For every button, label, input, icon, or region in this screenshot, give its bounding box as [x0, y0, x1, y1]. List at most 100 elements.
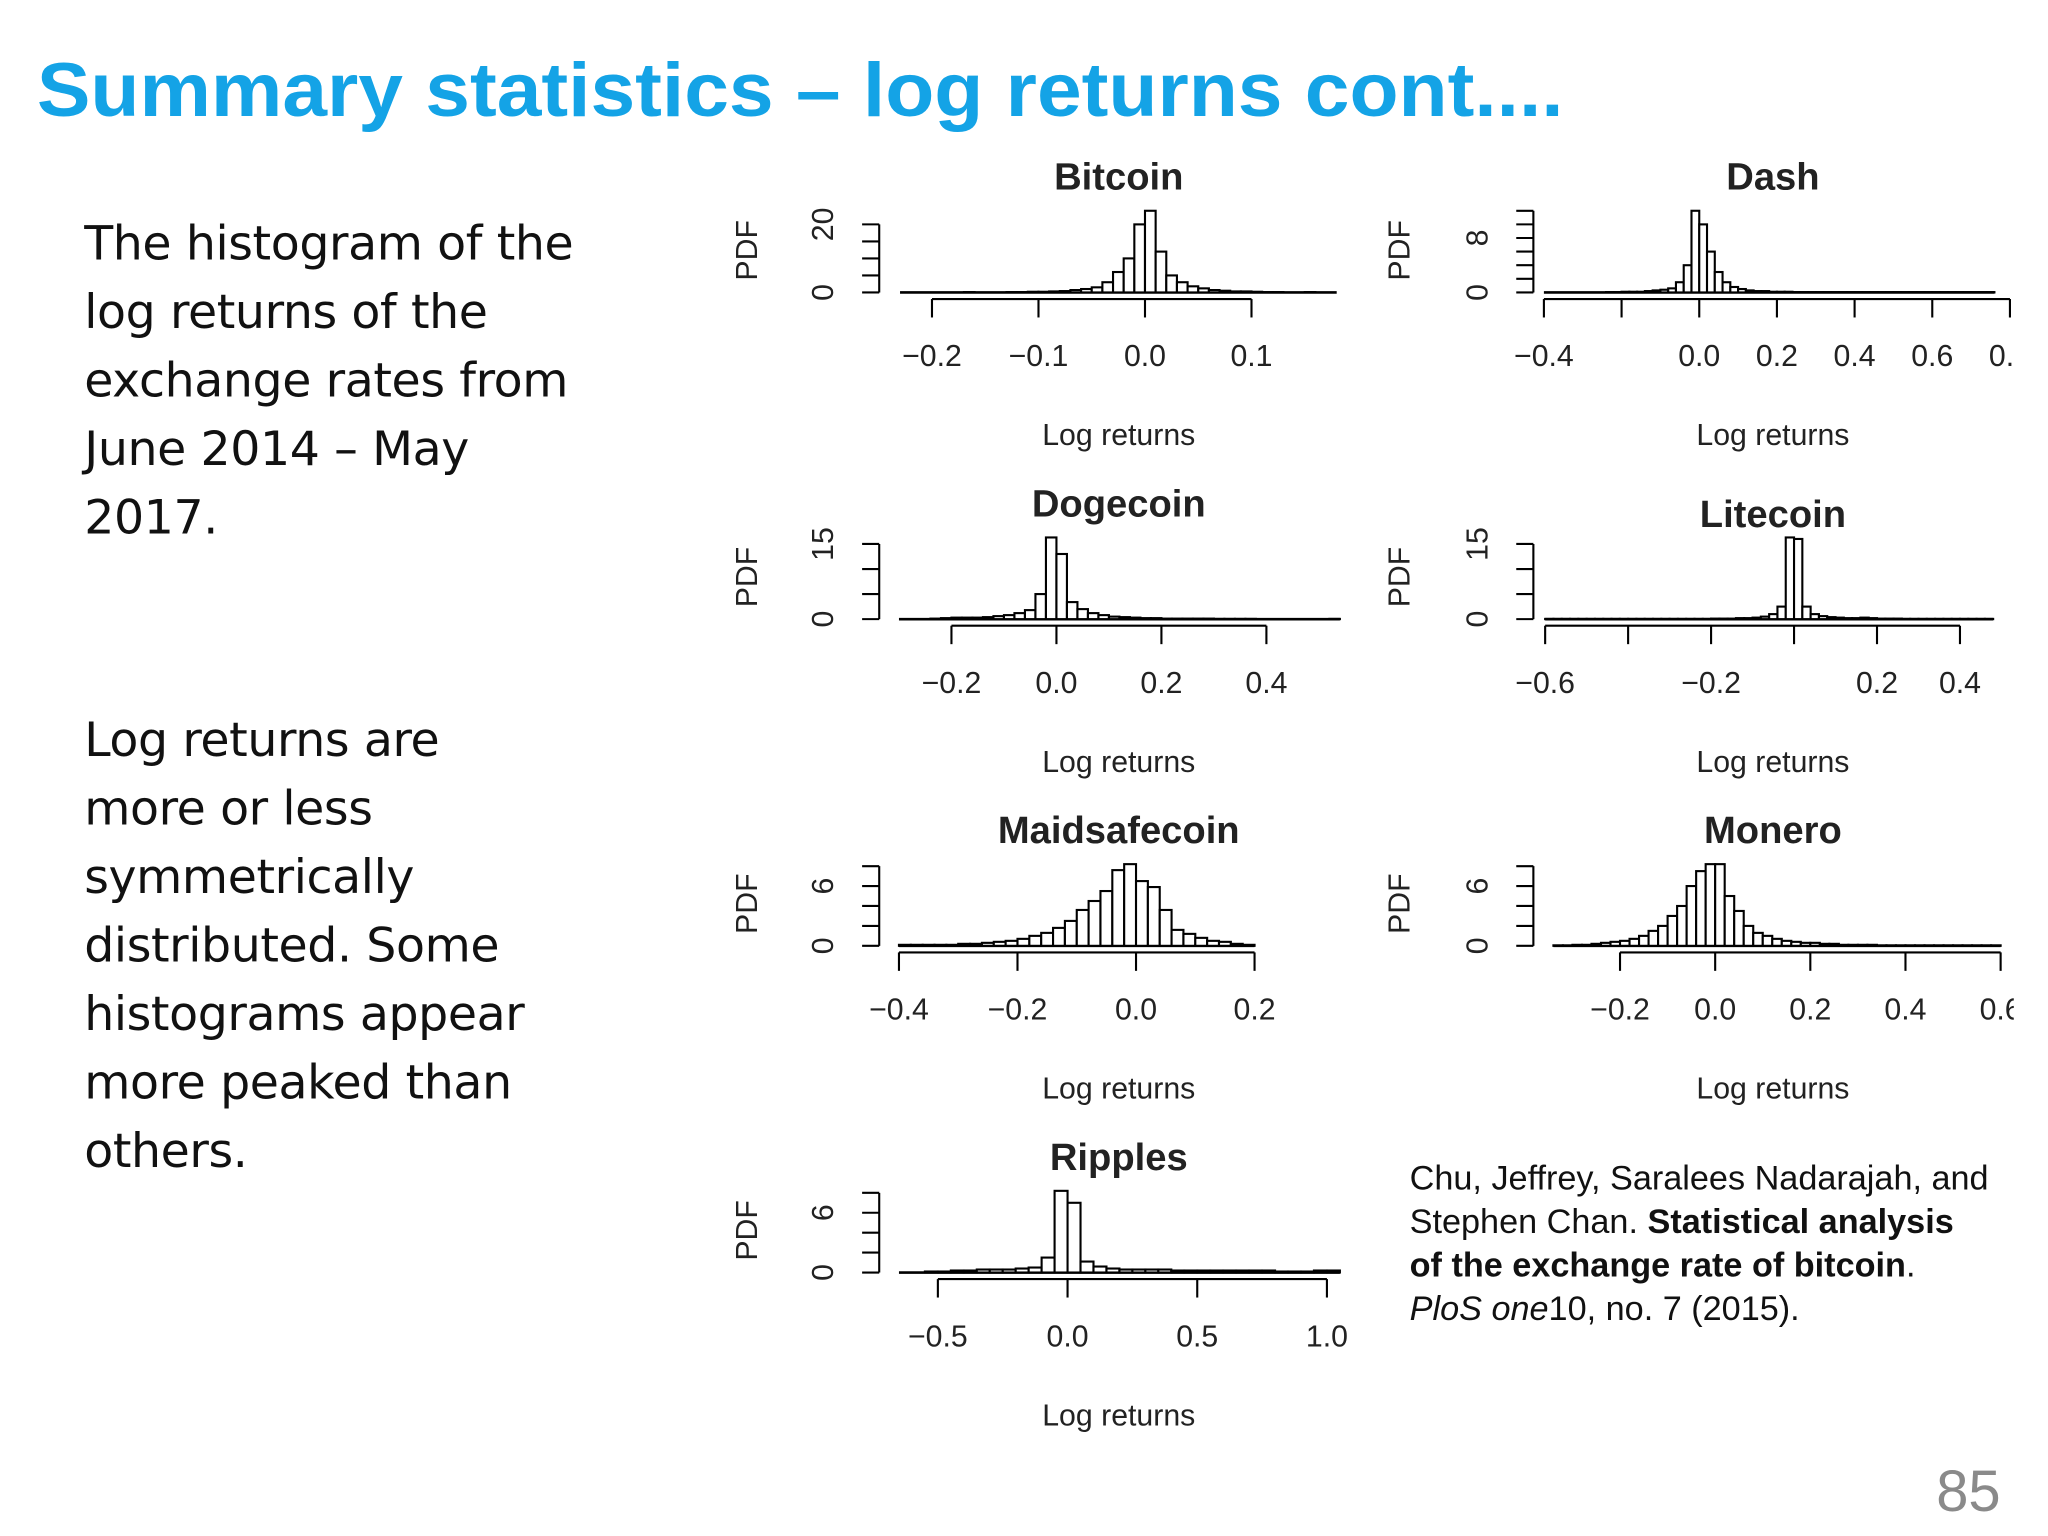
text-line: symmetrically — [84, 850, 414, 905]
y-axis-label: PDF — [731, 547, 764, 608]
bar — [1618, 939, 1631, 947]
x-tick-label: 0.0 — [1678, 340, 1720, 373]
bar — [1197, 287, 1210, 294]
text-line: log returns of the — [84, 285, 488, 340]
bar — [980, 941, 995, 947]
bar — [1761, 934, 1774, 947]
bar — [1016, 937, 1031, 947]
bar — [1723, 894, 1736, 947]
bar — [1780, 939, 1793, 947]
x-tick-label: 0.2 — [1234, 994, 1276, 1027]
bar — [1040, 931, 1055, 947]
bar — [1048, 290, 1061, 294]
bar — [1149, 617, 1163, 621]
y-axis-label: PDF — [731, 1200, 764, 1261]
bar — [1107, 615, 1121, 621]
text-line: The histogram of the — [84, 217, 574, 272]
bar — [1713, 270, 1724, 294]
bar — [1014, 1267, 1030, 1274]
bar — [1229, 290, 1242, 294]
bar — [1666, 914, 1679, 947]
bar — [1044, 536, 1058, 621]
bar — [1690, 209, 1701, 294]
bar — [1792, 537, 1804, 621]
bar — [1209, 1269, 1225, 1274]
bar — [1144, 1268, 1160, 1274]
text-line: distributed. Some — [84, 919, 500, 974]
bar — [1752, 931, 1764, 947]
x-tick-label: 0.5 — [1176, 1320, 1218, 1353]
bar — [1076, 608, 1089, 621]
bar — [1028, 934, 1043, 947]
y-tick-label: 0 — [807, 284, 840, 301]
bar — [1884, 617, 1895, 621]
bar — [1118, 1268, 1134, 1274]
bar — [1783, 290, 1794, 294]
y-tick-label: 0 — [1461, 937, 1494, 954]
bar — [1818, 942, 1831, 947]
bar — [1682, 264, 1693, 294]
bar — [1657, 924, 1669, 947]
bar — [921, 943, 936, 947]
bar — [1027, 1266, 1043, 1274]
bar — [1063, 919, 1078, 947]
bar — [1183, 1269, 1199, 1274]
bar — [1704, 863, 1717, 947]
bar — [1241, 943, 1256, 947]
bar — [1181, 617, 1194, 621]
bar — [1851, 617, 1862, 621]
bar — [975, 1268, 991, 1274]
bar — [950, 616, 964, 621]
x-tick-label: 0.0 — [1047, 1320, 1089, 1353]
y-tick-label: 0 — [1461, 284, 1494, 301]
bar — [1744, 289, 1755, 294]
bar — [1286, 1270, 1303, 1274]
bar — [949, 1269, 965, 1274]
x-tick-label: 0.2 — [1140, 667, 1182, 700]
bar — [1609, 940, 1622, 947]
bar — [1325, 1269, 1341, 1274]
x-tick-label: −0.1 — [1009, 340, 1069, 373]
bar — [1229, 942, 1244, 947]
bar — [1128, 616, 1142, 621]
bar — [1202, 617, 1215, 621]
bar — [1079, 1260, 1095, 1274]
bar — [1834, 616, 1845, 621]
y-axis-label: PDF — [731, 220, 764, 281]
bar — [1158, 908, 1173, 947]
x-tick-label: −0.5 — [908, 1320, 968, 1353]
bar — [1133, 223, 1147, 294]
bar — [1742, 924, 1755, 947]
x-axis-label: Log returns — [1696, 746, 1849, 779]
bar — [1182, 932, 1197, 947]
bar — [1154, 250, 1168, 294]
x-axis-label: Log returns — [1042, 1399, 1195, 1432]
x-tick-label: −0.4 — [1514, 340, 1574, 373]
bar — [1866, 943, 1878, 947]
bar — [1733, 909, 1745, 947]
x-tick-label: −0.6 — [1515, 667, 1575, 700]
bar — [1099, 889, 1114, 947]
x-axis-label: Log returns — [1042, 746, 1195, 779]
bar — [1053, 1189, 1069, 1274]
bar — [1090, 286, 1104, 294]
x-tick-label: −0.2 — [902, 340, 962, 373]
text-line: June 2014 – May — [84, 422, 469, 477]
bar — [1710, 617, 1721, 621]
x-tick-label: 0.4 — [1834, 340, 1876, 373]
bar — [1250, 290, 1264, 294]
bar — [1837, 943, 1850, 947]
bar — [1239, 290, 1253, 294]
bar — [1674, 281, 1685, 294]
bar — [1842, 617, 1854, 621]
bar — [1628, 937, 1641, 947]
bar — [1875, 617, 1887, 621]
bar — [1051, 926, 1066, 947]
bar — [1004, 939, 1019, 947]
bar — [923, 1270, 939, 1274]
bar — [1826, 616, 1837, 621]
x-tick-label: 0.2 — [1856, 667, 1898, 700]
bar — [1206, 939, 1221, 947]
bar — [1111, 869, 1126, 947]
